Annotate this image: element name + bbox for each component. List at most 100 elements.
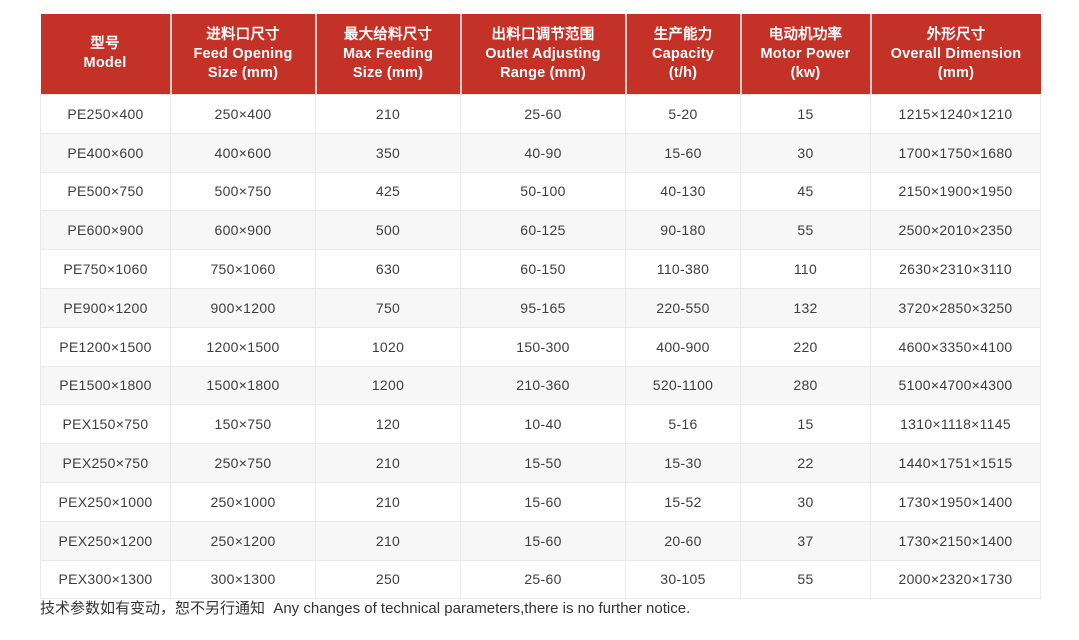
cell-motor-power: 30 <box>740 132 871 173</box>
cell-model: PE750×1060 <box>40 249 171 289</box>
column-header-motor-power: 电动机功率 Motor Power (kw) <box>740 14 872 95</box>
cell-motor-power: 22 <box>740 443 871 483</box>
cell-model: PE400×600 <box>40 132 171 173</box>
cell-outlet-range: 60-125 <box>460 210 626 251</box>
cell-capacity: 40-130 <box>625 171 741 212</box>
header-en: Motor Power <box>760 45 851 62</box>
cell-model: PE500×750 <box>40 171 171 212</box>
cell-max-feeding: 1020 <box>315 326 461 367</box>
cell-motor-power: 132 <box>740 287 871 328</box>
cell-motor-power: 110 <box>740 249 871 289</box>
cell-max-feeding: 630 <box>315 249 461 289</box>
cell-outlet-range: 50-100 <box>460 171 626 212</box>
cell-feed-opening: 400×600 <box>170 132 316 173</box>
cell-model: PEX150×750 <box>40 404 171 445</box>
cell-model: PE1500×1800 <box>40 365 171 406</box>
cell-model: PEX300×1300 <box>40 559 171 600</box>
cell-capacity: 5-20 <box>625 94 741 134</box>
cell-overall-dimension: 2000×2320×1730 <box>870 559 1041 600</box>
cell-motor-power: 15 <box>740 94 871 134</box>
table-row: PE600×900 600×900 500 60-125 90-180 55 2… <box>40 210 1041 251</box>
cell-motor-power: 30 <box>740 481 871 522</box>
table-row: PEX150×750 150×750 120 10-40 5-16 15 131… <box>40 404 1041 445</box>
cell-max-feeding: 210 <box>315 443 461 483</box>
cell-feed-opening: 150×750 <box>170 404 316 445</box>
cell-capacity: 110-380 <box>625 249 741 289</box>
table-row: PE500×750 500×750 425 50-100 40-130 45 2… <box>40 171 1041 212</box>
cell-feed-opening: 1500×1800 <box>170 365 316 406</box>
cell-motor-power: 220 <box>740 326 871 367</box>
header-en2: (kw) <box>790 64 821 81</box>
cell-capacity: 30-105 <box>625 559 741 600</box>
cell-motor-power: 55 <box>740 559 871 600</box>
cell-outlet-range: 15-60 <box>460 520 626 561</box>
cell-feed-opening: 1200×1500 <box>170 326 316 367</box>
cell-capacity: 15-30 <box>625 443 741 483</box>
cell-overall-dimension: 4600×3350×4100 <box>870 326 1041 367</box>
cell-overall-dimension: 5100×4700×4300 <box>870 365 1041 406</box>
cell-outlet-range: 95-165 <box>460 287 626 328</box>
disclaimer-note: 技术参数如有变动，恕不另行通知 Any changes of technical… <box>40 600 691 617</box>
cell-model: PEX250×1200 <box>40 520 171 561</box>
cell-model: PE900×1200 <box>40 287 171 328</box>
header-en: Capacity <box>651 45 715 62</box>
cell-model: PE600×900 <box>40 210 171 251</box>
cell-feed-opening: 250×1000 <box>170 481 316 522</box>
table-row: PE400×600 400×600 350 40-90 15-60 30 170… <box>40 132 1041 173</box>
cell-outlet-range: 150-300 <box>460 326 626 367</box>
cell-overall-dimension: 2500×2010×2350 <box>870 210 1041 251</box>
header-en: Outlet Adjusting <box>485 45 601 62</box>
cell-capacity: 400-900 <box>625 326 741 367</box>
header-en2: Range (mm) <box>500 64 586 81</box>
cell-capacity: 15-60 <box>625 132 741 173</box>
cell-outlet-range: 10-40 <box>460 404 626 445</box>
header-en2: Size (mm) <box>207 64 279 81</box>
cell-model: PE1200×1500 <box>40 326 171 367</box>
cell-max-feeding: 250 <box>315 559 461 600</box>
column-header-feed-opening: 进料口尺寸 Feed Opening Size (mm) <box>170 14 317 95</box>
cell-max-feeding: 1200 <box>315 365 461 406</box>
spec-table-container: 型号 Model 进料口尺寸 Feed Opening Size (mm) 最大… <box>40 14 1041 600</box>
header-zh: 外形尺寸 <box>926 26 986 43</box>
cell-max-feeding: 425 <box>315 171 461 212</box>
cell-outlet-range: 15-50 <box>460 443 626 483</box>
table-row: PE900×1200 900×1200 750 95-165 220-550 1… <box>40 287 1041 328</box>
cell-overall-dimension: 1730×2150×1400 <box>870 520 1041 561</box>
cell-capacity: 520-1100 <box>625 365 741 406</box>
table-row: PE1500×1800 1500×1800 1200 210-360 520-1… <box>40 365 1041 406</box>
header-en: Feed Opening <box>193 45 293 62</box>
column-header-model: 型号 Model <box>40 14 172 95</box>
cell-feed-opening: 500×750 <box>170 171 316 212</box>
cell-max-feeding: 500 <box>315 210 461 251</box>
cell-outlet-range: 40-90 <box>460 132 626 173</box>
cell-model: PEX250×750 <box>40 443 171 483</box>
cell-feed-opening: 300×1300 <box>170 559 316 600</box>
cell-feed-opening: 250×1200 <box>170 520 316 561</box>
cell-max-feeding: 210 <box>315 481 461 522</box>
column-header-max-feeding: 最大给料尺寸 Max Feeding Size (mm) <box>315 14 462 95</box>
cell-feed-opening: 600×900 <box>170 210 316 251</box>
cell-motor-power: 45 <box>740 171 871 212</box>
cell-motor-power: 280 <box>740 365 871 406</box>
cell-model: PE250×400 <box>40 94 171 134</box>
cell-feed-opening: 750×1060 <box>170 249 316 289</box>
cell-feed-opening: 250×400 <box>170 94 316 134</box>
cell-overall-dimension: 2150×1900×1950 <box>870 171 1041 212</box>
column-header-capacity: 生产能力 Capacity (t/h) <box>625 14 742 95</box>
header-en2: (mm) <box>937 64 975 81</box>
table-row: PEX250×1000 250×1000 210 15-60 15-52 30 … <box>40 481 1041 522</box>
header-zh: 生产能力 <box>653 26 713 43</box>
header-en: Max Feeding <box>342 45 434 62</box>
header-zh: 出料口调节范围 <box>491 26 595 43</box>
cell-outlet-range: 25-60 <box>460 94 626 134</box>
cell-overall-dimension: 1730×1950×1400 <box>870 481 1041 522</box>
header-zh: 电动机功率 <box>768 26 843 43</box>
cell-model: PEX250×1000 <box>40 481 171 522</box>
table-header: 型号 Model 进料口尺寸 Feed Opening Size (mm) 最大… <box>40 14 1041 95</box>
cell-capacity: 220-550 <box>625 287 741 328</box>
cell-capacity: 5-16 <box>625 404 741 445</box>
table-body: PE250×400 250×400 210 25-60 5-20 15 1215… <box>40 94 1041 600</box>
cell-overall-dimension: 1440×1751×1515 <box>870 443 1041 483</box>
cell-max-feeding: 210 <box>315 520 461 561</box>
jaw-crusher-spec-table: 型号 Model 进料口尺寸 Feed Opening Size (mm) 最大… <box>40 14 1041 600</box>
